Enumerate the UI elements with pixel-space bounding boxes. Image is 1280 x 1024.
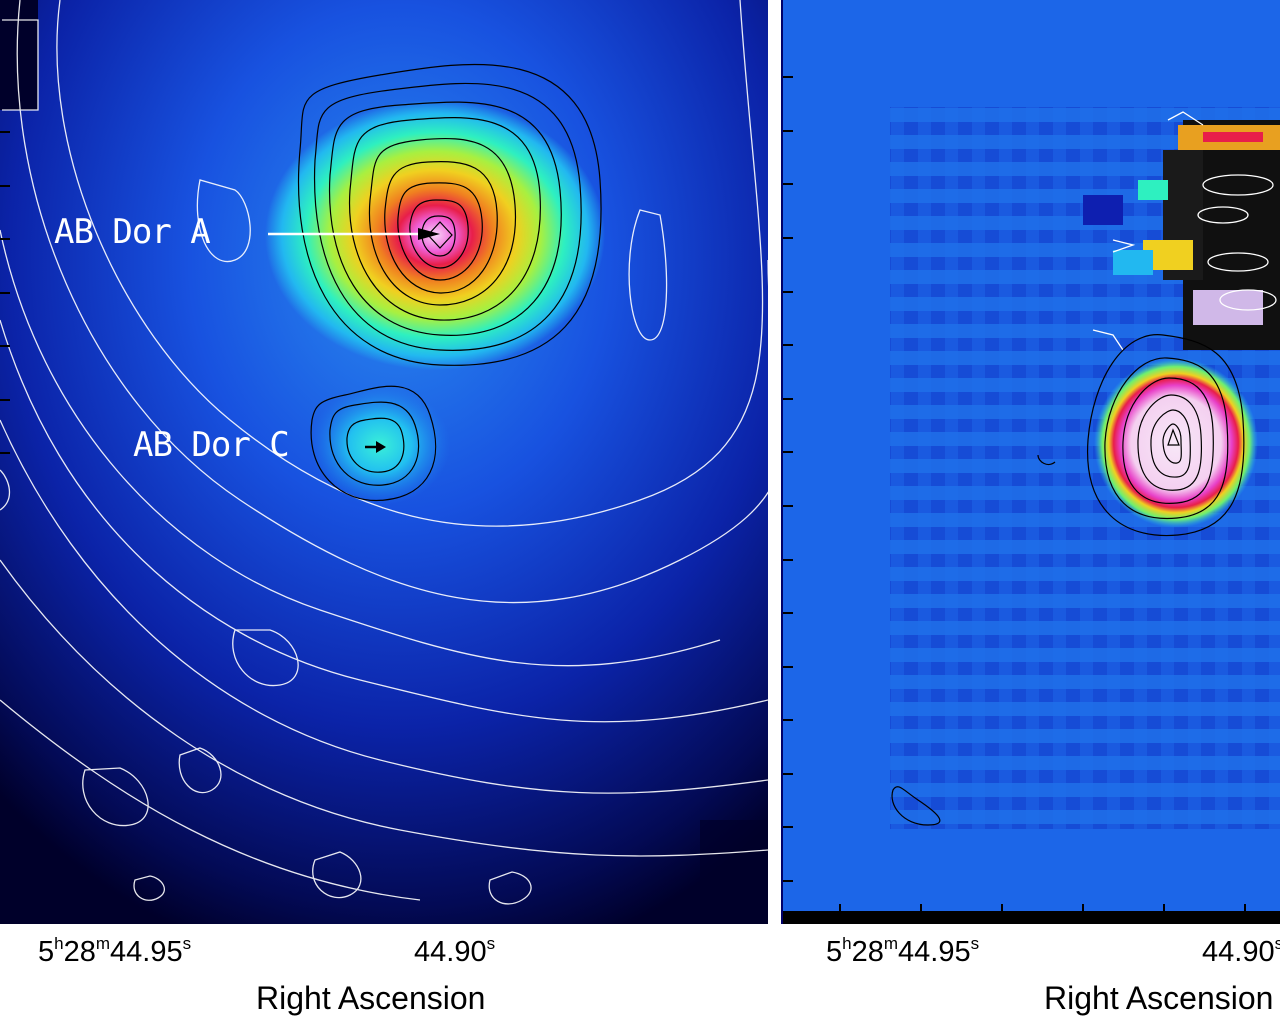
- ab-dor-a-arrow-icon: [418, 228, 440, 240]
- right-x-axis-title-clip: Right Ascension: [1040, 975, 1280, 1024]
- left-intensity-map: [0, 0, 768, 924]
- right-x-ticks: [839, 904, 1246, 914]
- residual-contours: [891, 334, 1245, 826]
- right-x-tick-label-1: 5h28m44.95s: [826, 934, 980, 968]
- left-x-axis-title: Right Ascension: [256, 980, 486, 1016]
- right-y-ticks: [783, 76, 793, 882]
- ab-dor-c-label: AB Dor C: [133, 425, 290, 465]
- outer-contours: [0, 0, 768, 905]
- ab-dor-c-arrow-icon: [376, 441, 386, 453]
- right-bottom-frame: [783, 911, 1280, 924]
- left-image-panel: AB Dor A AB Dor C: [0, 0, 768, 924]
- inner-contours: [297, 63, 602, 502]
- left-x-tick-label-1: 5h28m44.95s: [38, 934, 192, 968]
- right-x-tick-label-2: 44.90s: [1202, 934, 1280, 968]
- right-residual-map: [783, 0, 1280, 924]
- right-x-tick-label-2-clip: 44.90s: [1195, 930, 1280, 980]
- ab-dor-a-residual: [1083, 111, 1280, 351]
- right-image-panel: [781, 0, 1280, 924]
- ab-dor-a-label: AB Dor A: [54, 212, 211, 252]
- left-x-tick-label-2: 44.90s: [414, 934, 496, 968]
- right-x-axis-title: Right Ascension: [1044, 980, 1274, 1016]
